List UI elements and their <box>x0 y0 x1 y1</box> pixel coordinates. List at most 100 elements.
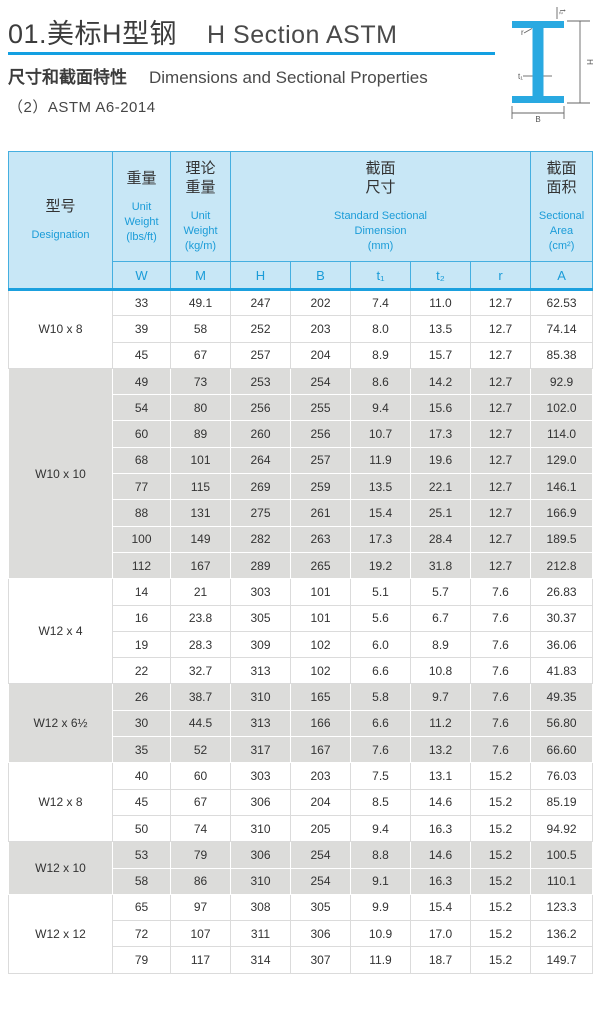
value-cell: 167 <box>290 736 351 764</box>
value-cell: 11.9 <box>350 446 411 475</box>
value-cell: 7.6 <box>469 683 532 711</box>
page-title-zh: 01.美标H型钢 <box>8 19 178 49</box>
table-row: 68 101 264 257 11.9 19.6 12.7 129.0 <box>9 446 594 475</box>
value-cell: 52 <box>170 736 231 764</box>
page-title: 01.美标H型钢 H Section ASTM <box>8 12 397 51</box>
value-cell: 26 <box>112 683 171 711</box>
value-cell: 19.2 <box>350 551 411 580</box>
value-cell: 203 <box>290 762 351 790</box>
value-cell: 39 <box>112 315 171 343</box>
value-cell: 275 <box>230 499 291 527</box>
value-cell: 6.6 <box>350 709 411 738</box>
value-cell: 14 <box>112 578 171 606</box>
value-cell: 5.6 <box>350 604 411 632</box>
value-cell: 14.2 <box>410 367 471 396</box>
value-cell: 265 <box>290 551 351 580</box>
value-cell: 313 <box>230 657 291 685</box>
value-cell: 15.2 <box>469 814 532 843</box>
value-cell: 7.6 <box>469 657 532 685</box>
area-zh-2: 面积 <box>546 179 577 196</box>
table-row: 112 167 289 265 19.2 31.8 12.7 212.8 <box>9 551 594 580</box>
value-cell: 88 <box>112 499 171 527</box>
designation-cell: W12 x 6½ <box>8 683 113 764</box>
value-cell: 8.6 <box>350 367 411 396</box>
value-cell: 11.0 <box>410 288 471 317</box>
value-cell: 309 <box>230 630 291 659</box>
value-cell: 68 <box>112 446 171 475</box>
theoretical-en-3: (kg/m) <box>184 240 217 252</box>
value-cell: 85.19 <box>530 788 594 816</box>
area-zh-1: 截面 <box>546 160 577 177</box>
value-cell: 30 <box>112 709 171 738</box>
value-cell: 13.2 <box>410 736 471 764</box>
value-cell: 7.6 <box>350 736 411 764</box>
area-en-3: (cm²) <box>548 240 575 252</box>
value-cell: 261 <box>290 499 351 527</box>
value-cell: 101 <box>170 446 231 475</box>
table-row: W12 x 12 65 97 308 305 9.9 15.4 15.2 123.3 <box>8 893 594 974</box>
sectional-en-3: (mm) <box>367 240 394 252</box>
value-cell: 114.0 <box>530 420 594 448</box>
value-cell: 9.9 <box>350 893 411 922</box>
value-cell: 56.80 <box>530 709 594 738</box>
value-cell: 307 <box>290 946 351 974</box>
value-cell: 79 <box>170 841 231 869</box>
value-cell: 60 <box>112 420 171 448</box>
table-row: 16 23.8 305 101 5.6 6.7 7.6 30.37 <box>9 604 594 632</box>
value-cell: 166 <box>290 709 351 738</box>
table-row: 100 149 282 263 17.3 28.4 12.7 189.5 <box>9 525 594 553</box>
value-cell: 8.9 <box>350 341 411 369</box>
value-cell: 76.03 <box>530 762 594 790</box>
value-cell: 6.7 <box>410 604 471 632</box>
value-cell: 49.1 <box>170 288 231 317</box>
value-cell: 15.2 <box>469 946 532 974</box>
table-row: 88 131 275 261 15.4 25.1 12.7 166.9 <box>9 499 594 527</box>
table-row: W12 x 4 14 21 303 101 5.1 5.7 7.6 26.83 <box>8 578 594 685</box>
value-cell: 12.7 <box>469 394 532 422</box>
value-cell: 257 <box>230 341 291 369</box>
title-underline <box>8 52 495 55</box>
value-cell: 8.0 <box>350 315 411 343</box>
value-cell: 79 <box>112 946 171 974</box>
dim-label-t2: t₂ <box>558 9 567 14</box>
value-cell: 13.5 <box>350 473 411 501</box>
value-cell: 317 <box>230 736 291 764</box>
value-cell: 146.1 <box>530 473 594 501</box>
designation-cell: W12 x 10 <box>8 841 113 895</box>
value-cell: 269 <box>230 473 291 501</box>
value-cell: 26.83 <box>530 578 594 606</box>
page-title-en: H Section ASTM <box>207 21 398 49</box>
dim-label-b: B <box>535 115 540 123</box>
value-cell: 15.6 <box>410 394 471 422</box>
value-cell: 17.3 <box>410 420 471 448</box>
designation-cell: W12 x 4 <box>8 578 113 685</box>
value-cell: 102 <box>290 630 351 659</box>
value-cell: 112 <box>112 551 171 580</box>
designation-cell: W10 x 10 <box>8 367 113 580</box>
area-en-2: Area <box>549 225 574 237</box>
value-cell: 117 <box>170 946 231 974</box>
value-cell: 204 <box>290 341 351 369</box>
sectional-zh-2: 尺寸 <box>365 179 396 196</box>
value-cell: 289 <box>230 551 291 580</box>
value-cell: 202 <box>290 288 351 317</box>
table-row: 39 58 252 203 8.0 13.5 12.7 74.14 <box>9 315 594 343</box>
value-cell: 62.53 <box>530 288 594 317</box>
value-cell: 92.9 <box>530 367 594 396</box>
weight-en-2: Weight <box>124 215 159 228</box>
value-cell: 305 <box>290 893 351 922</box>
table-row: W10 x 10 49 73 253 254 8.6 14.2 12.7 92.9 <box>8 367 594 580</box>
table-row: W12 x 8 40 60 303 203 7.5 13.1 15.2 76.03 <box>8 762 594 843</box>
value-cell: 7.6 <box>469 578 532 606</box>
value-cell: 54 <box>112 394 171 422</box>
value-cell: 102.0 <box>530 394 594 422</box>
theoretical-en-1: Unit <box>190 210 211 222</box>
value-cell: 23.8 <box>170 604 231 632</box>
subcol-w: W <box>112 261 171 291</box>
value-cell: 131 <box>170 499 231 527</box>
value-cell: 310 <box>230 867 291 895</box>
value-cell: 66.60 <box>530 736 594 764</box>
value-cell: 123.3 <box>530 893 594 922</box>
value-cell: 15.4 <box>350 499 411 527</box>
value-cell: 33 <box>112 288 171 317</box>
